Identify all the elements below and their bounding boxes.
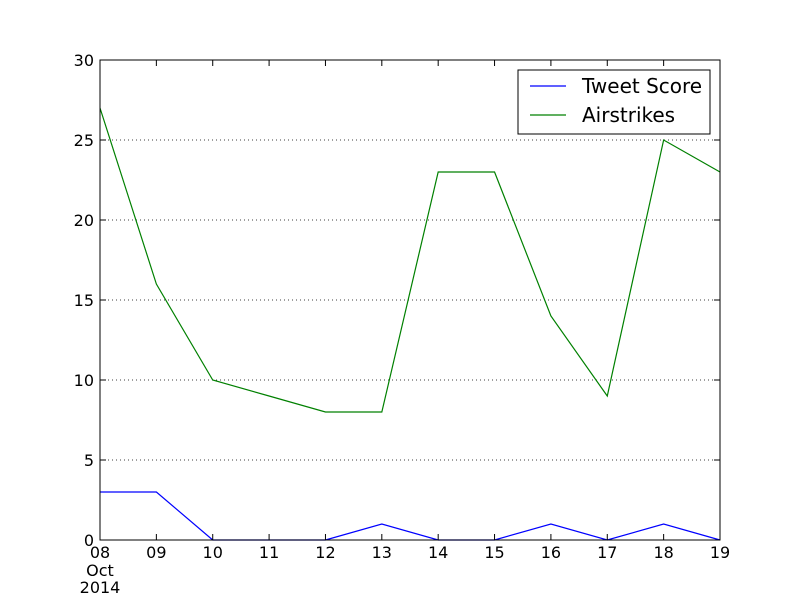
x-tick-label-10: 10 [203,543,223,562]
series-line-airstrikes [99,107,721,413]
y-tick-label-20: 20 [74,211,94,230]
x-tick-label-12: 12 [315,543,335,562]
x-tick-label-11: 11 [259,543,279,562]
legend-label-airstrikes: Airstrikes [582,103,675,127]
y-tick-label-0: 0 [84,531,94,550]
legend-box [517,69,711,135]
grid [100,139,720,461]
y-tick-label-10: 10 [74,371,94,390]
x-tick-label-14: 14 [428,543,448,562]
x-tick-label-13: 13 [372,543,392,562]
x-axis: 08 09 10 11 12 13 14 15 16 17 18 19 [90,60,730,562]
legend: Tweet Score Airstrikes [517,69,711,135]
x-tick-label-16: 16 [541,543,561,562]
x-tick-label-15: 15 [484,543,504,562]
y-tick-label-30: 30 [74,51,94,70]
y-tick-label-5: 5 [84,451,94,470]
y-axis: 0 5 10 15 20 25 30 [74,51,720,550]
y-tick-label-15: 15 [74,291,94,310]
series-line-tweet-score [100,491,721,541]
legend-label-tweet-score: Tweet Score [581,74,702,98]
x-tick-label-09: 09 [146,543,166,562]
x-tick-label-18: 18 [653,543,673,562]
x-tick-label-17: 17 [597,543,617,562]
y-tick-label-25: 25 [74,131,94,150]
x-tick-label-19: 19 [710,543,730,562]
x-sublabel-year: 2014 [80,578,121,597]
x-sublabel-month: Oct [86,561,114,580]
x-tick-label-08: 08 [90,543,110,562]
